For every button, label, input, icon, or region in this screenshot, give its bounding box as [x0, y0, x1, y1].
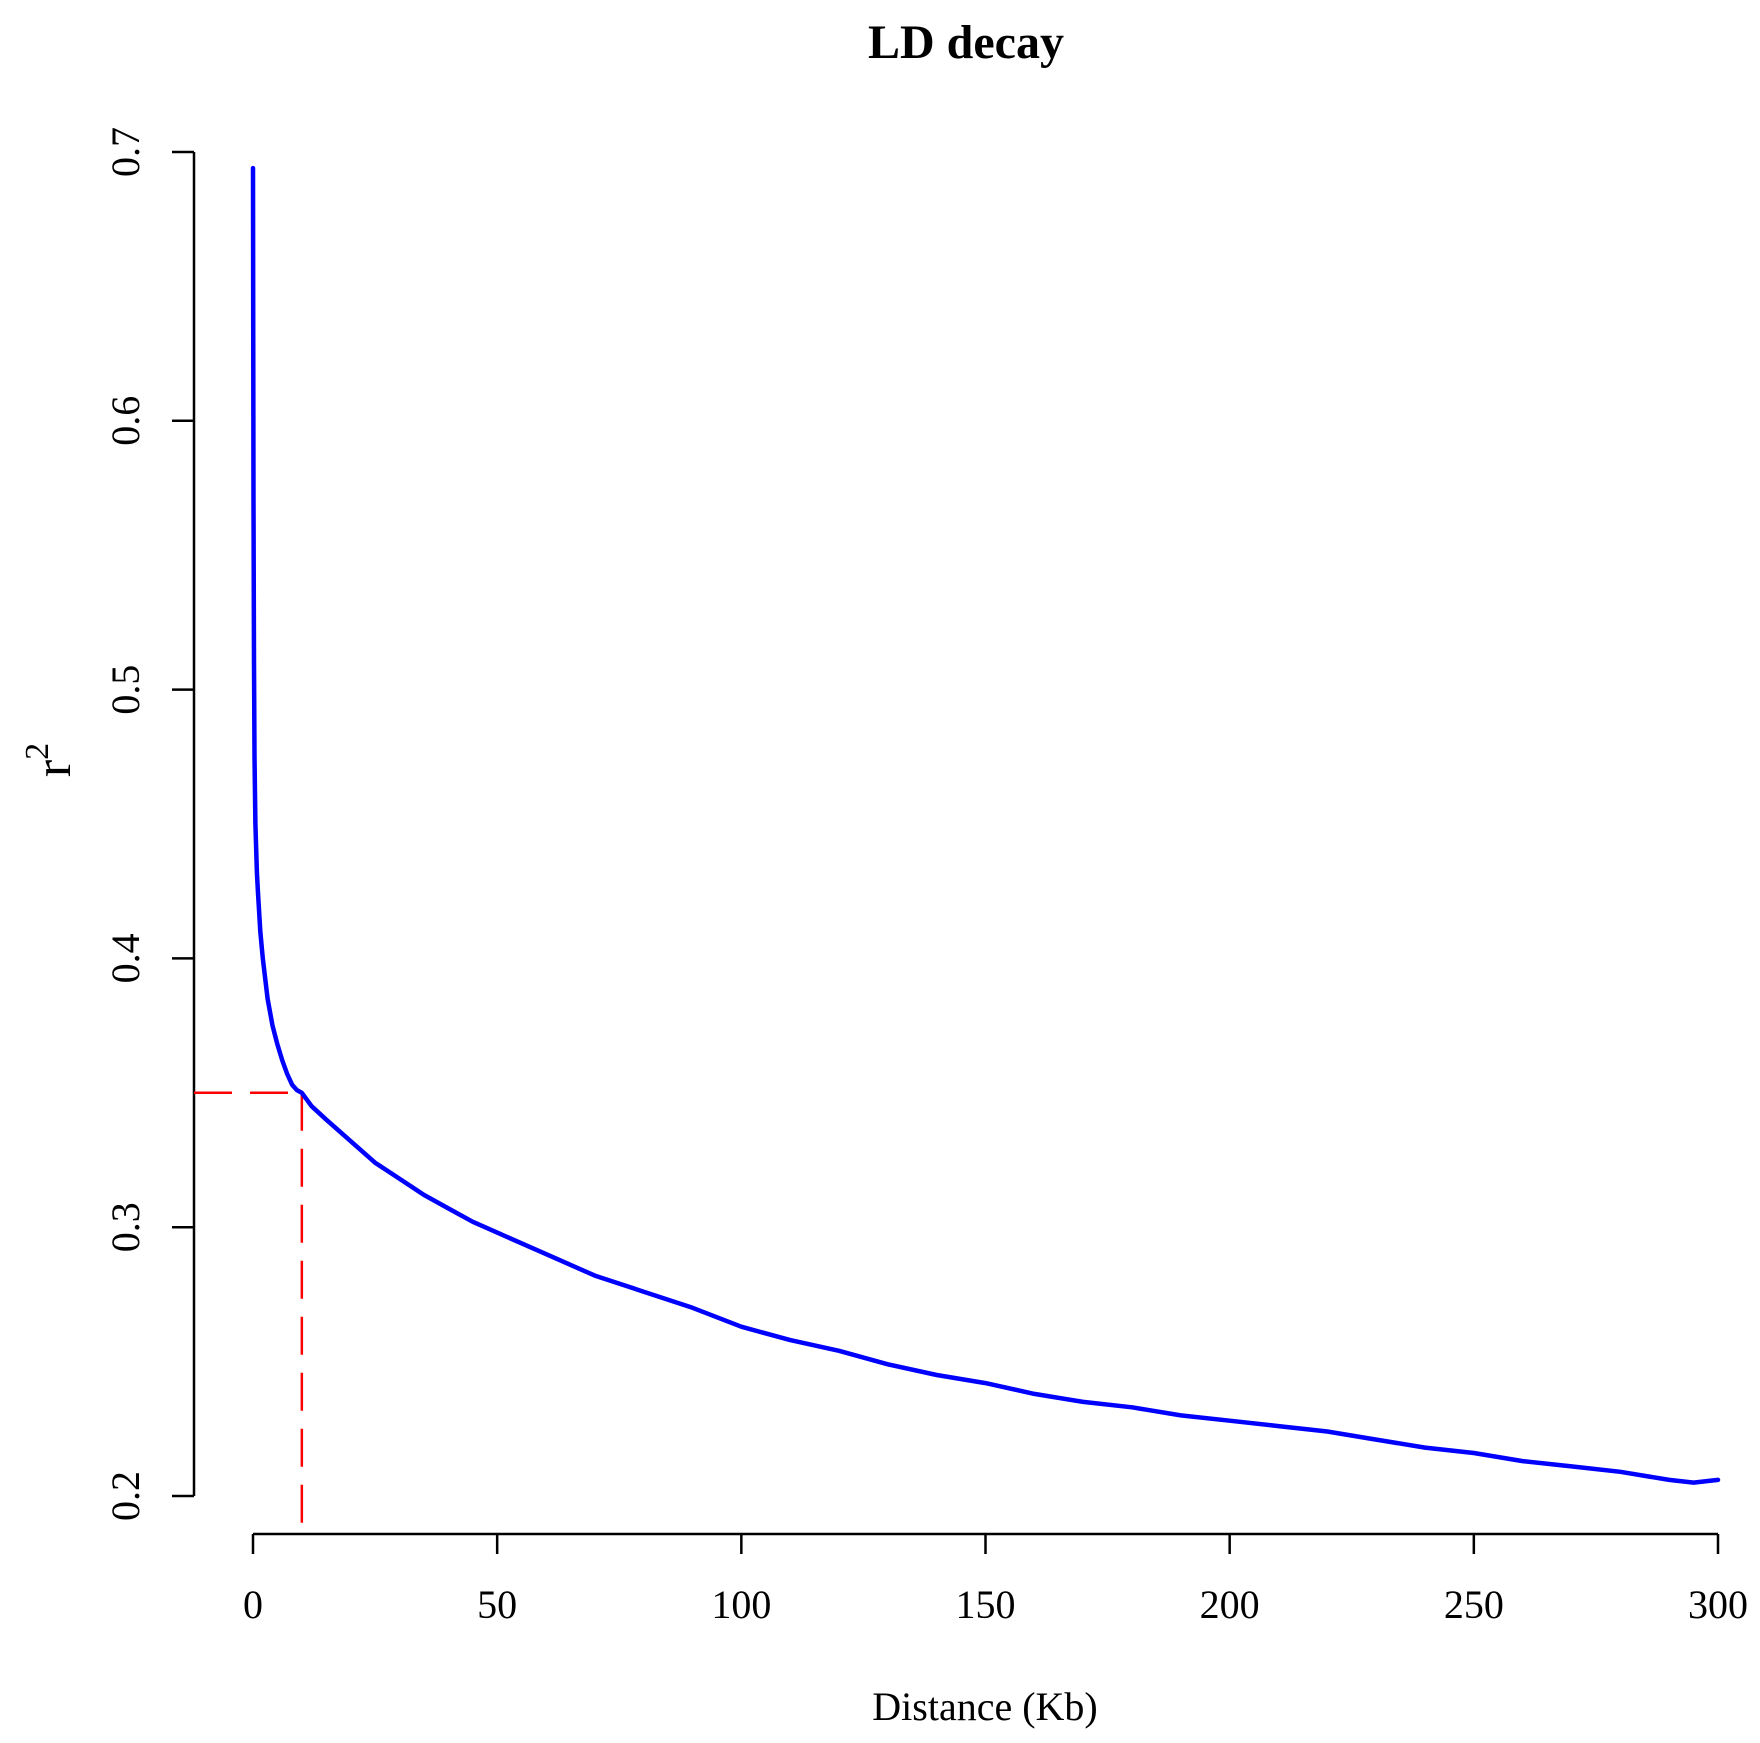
y-axis-ticks: 0.2 0.3 0.4 0.5 0.6 0.7 [103, 127, 194, 1521]
chart-title: LD decay [868, 16, 1064, 69]
x-tick-label: 250 [1444, 1582, 1504, 1627]
y-axis-label-base: r [25, 760, 82, 777]
threshold-lines [194, 1091, 304, 1534]
y-tick-label: 0.5 [103, 665, 148, 715]
x-tick-label: 200 [1200, 1582, 1260, 1627]
x-tick-label: 150 [956, 1582, 1016, 1627]
y-tick-label: 0.2 [103, 1471, 148, 1521]
series-line-0 [250, 165, 1721, 1485]
x-tick-label: 100 [711, 1582, 771, 1627]
y-axis-label: r2 [19, 743, 82, 777]
y-tick-label: 0.7 [103, 127, 148, 177]
x-tick-label: 50 [477, 1582, 517, 1627]
y-tick-label: 0.6 [103, 396, 148, 446]
x-axis-ticks: 0 50 100 150 200 250 300 [243, 1534, 1748, 1627]
y-axis-label-superscript: 2 [19, 743, 56, 760]
x-tick-label: 300 [1688, 1582, 1748, 1627]
y-tick-label: 0.4 [103, 933, 148, 983]
x-tick-label: 0 [243, 1582, 263, 1627]
series-group [250, 165, 1721, 1485]
y-tick-label: 0.3 [103, 1202, 148, 1252]
x-axis-label: Distance (Kb) [872, 1684, 1097, 1729]
